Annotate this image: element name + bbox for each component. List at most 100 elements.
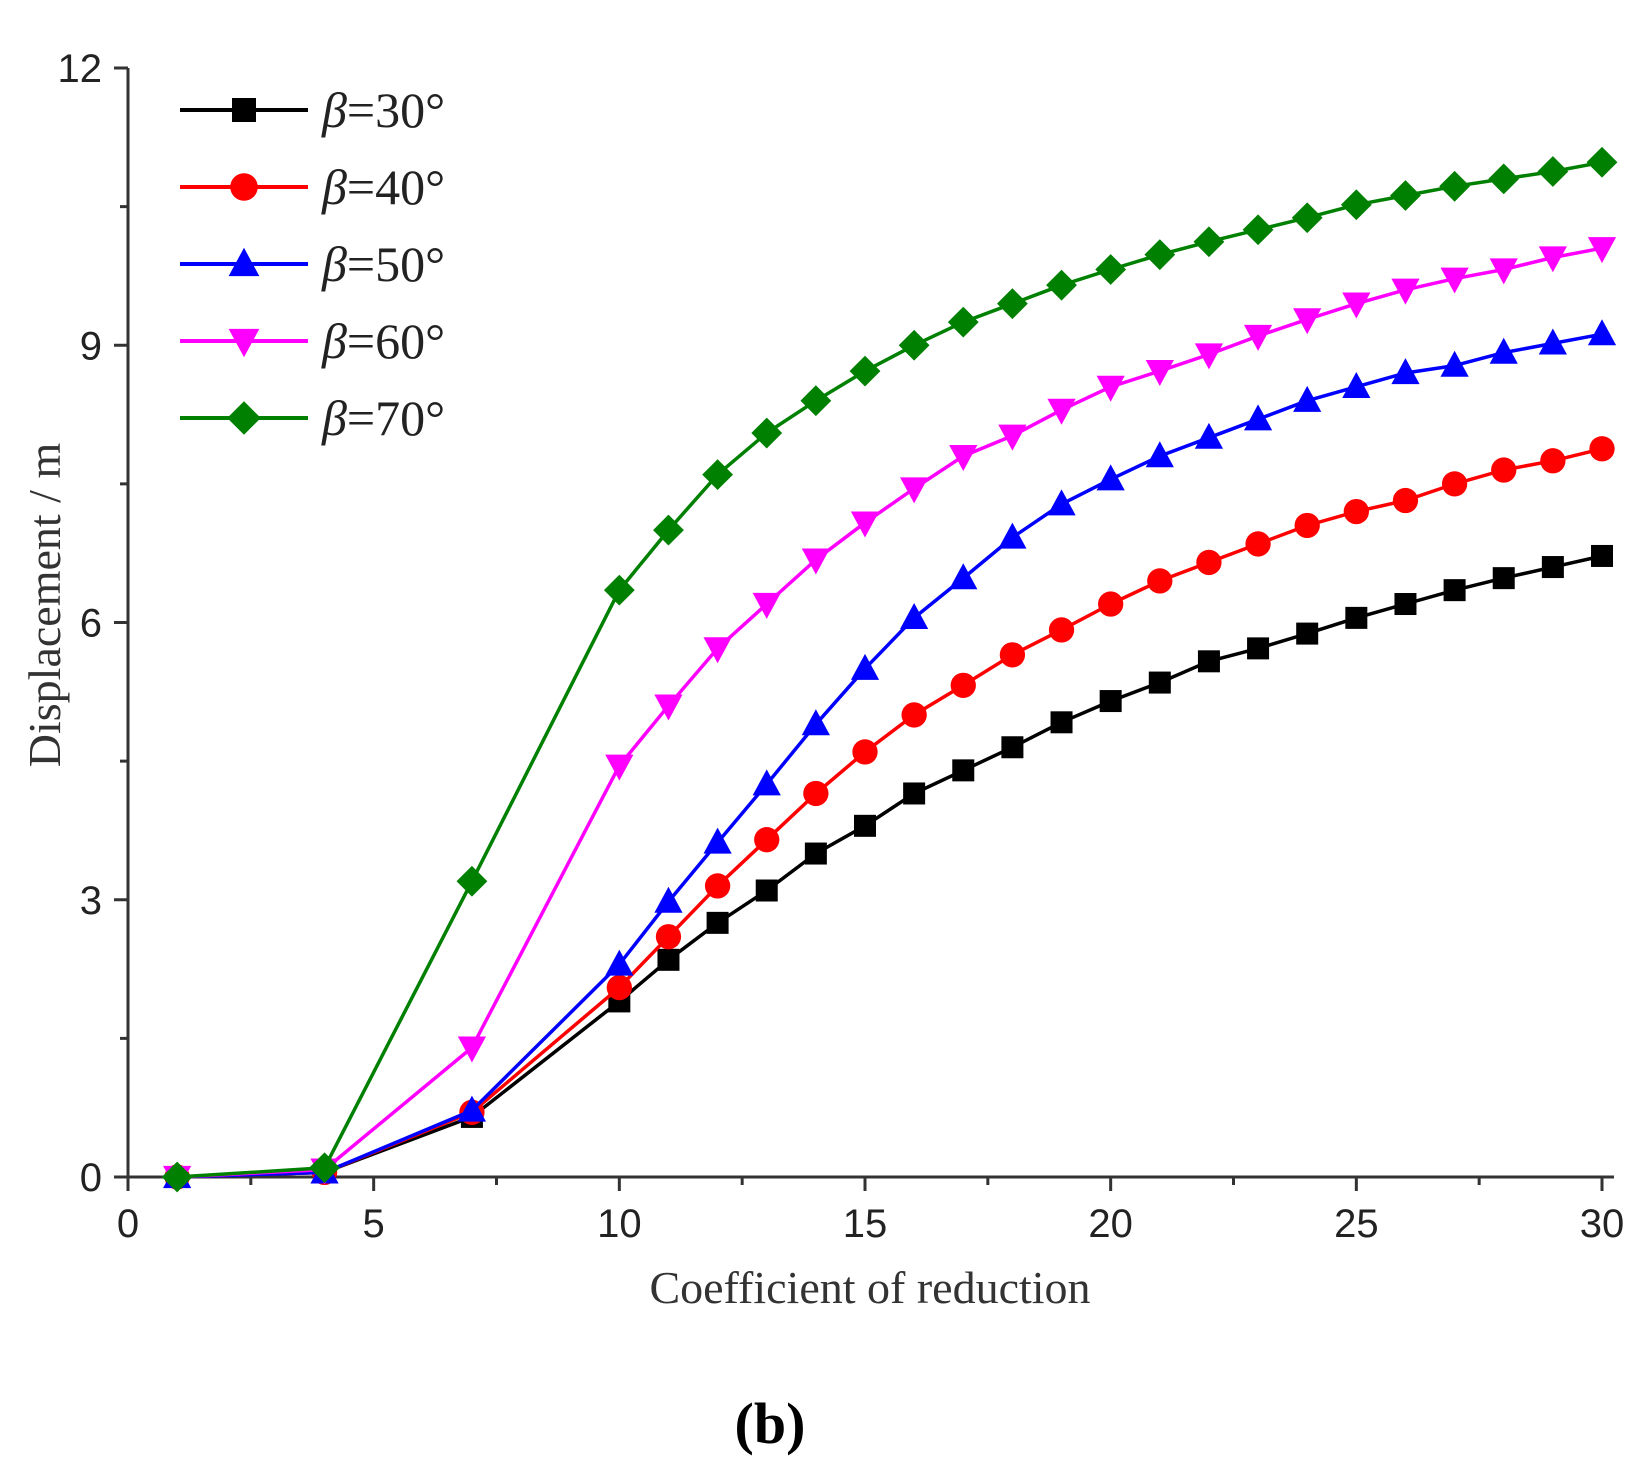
data-point bbox=[801, 548, 830, 575]
data-point bbox=[1342, 292, 1371, 319]
data-point bbox=[1391, 278, 1420, 305]
data-point bbox=[1587, 319, 1617, 346]
y-tick-label: 0 bbox=[80, 1156, 102, 1200]
data-point bbox=[754, 827, 780, 853]
x-tick-label: 10 bbox=[597, 1202, 642, 1246]
data-point bbox=[1591, 544, 1613, 567]
panel-label: (b) bbox=[735, 1391, 806, 1456]
x-tick-label: 15 bbox=[843, 1202, 888, 1246]
data-point bbox=[852, 739, 878, 765]
x-tick-label: 25 bbox=[1334, 1202, 1379, 1246]
data-point bbox=[161, 1161, 193, 1193]
legend-label: β=50° bbox=[321, 236, 445, 292]
data-point bbox=[854, 814, 876, 837]
legend-value: =30° bbox=[347, 82, 445, 138]
data-point bbox=[949, 445, 978, 471]
data-point bbox=[1394, 593, 1417, 616]
series-line bbox=[177, 447, 1603, 1179]
data-point bbox=[1440, 350, 1469, 377]
data-point bbox=[654, 694, 683, 721]
data-point bbox=[1342, 371, 1371, 398]
data-point bbox=[1440, 267, 1469, 294]
data-point bbox=[998, 522, 1027, 549]
series-triangle-down bbox=[163, 237, 1617, 1192]
legend-value: =70° bbox=[347, 390, 445, 446]
data-point bbox=[804, 842, 827, 865]
data-point bbox=[1294, 512, 1320, 539]
data-point bbox=[1194, 422, 1224, 449]
data-point bbox=[1047, 489, 1076, 516]
data-point bbox=[1147, 568, 1173, 594]
legend-marker bbox=[228, 328, 260, 358]
axes: 0 5 10 15 20 25 30 0 3 6 9 12 bbox=[58, 47, 1625, 1246]
data-point bbox=[1001, 736, 1024, 759]
legend-item: β=30° bbox=[180, 82, 445, 138]
data-point bbox=[1145, 441, 1174, 468]
data-point bbox=[1293, 308, 1322, 335]
data-point bbox=[1392, 487, 1419, 514]
legend-symbol: β bbox=[321, 82, 347, 138]
legend-value: =50° bbox=[347, 236, 445, 292]
data-point bbox=[900, 477, 929, 504]
legend-value: =60° bbox=[347, 313, 445, 369]
data-point bbox=[752, 592, 781, 619]
series-square bbox=[166, 544, 1613, 1188]
data-point bbox=[605, 949, 634, 976]
data-point bbox=[1540, 448, 1566, 474]
data-point bbox=[1293, 385, 1322, 412]
data-point bbox=[606, 974, 632, 1001]
data-point bbox=[1243, 404, 1273, 431]
data-point bbox=[1194, 343, 1224, 370]
data-point bbox=[1196, 549, 1222, 576]
data-point bbox=[850, 511, 880, 538]
data-point bbox=[1245, 531, 1271, 557]
data-point bbox=[801, 709, 830, 736]
data-point bbox=[1242, 214, 1274, 246]
data-point bbox=[1148, 671, 1171, 694]
data-point bbox=[1586, 146, 1618, 178]
data-point bbox=[1099, 690, 1122, 713]
data-point bbox=[1197, 650, 1220, 673]
x-tick-label: 5 bbox=[363, 1202, 385, 1246]
data-point bbox=[1247, 637, 1270, 660]
legend-marker bbox=[227, 401, 261, 435]
data-point bbox=[1095, 254, 1127, 285]
data-point bbox=[1050, 711, 1073, 734]
data-point bbox=[1538, 246, 1567, 273]
data-point bbox=[903, 782, 926, 805]
data-point bbox=[1296, 622, 1319, 645]
legend-value: =40° bbox=[347, 159, 445, 215]
legend-marker bbox=[232, 98, 256, 122]
data-point bbox=[457, 1095, 487, 1122]
legend-symbol: β bbox=[321, 390, 347, 446]
data-point bbox=[703, 827, 732, 854]
data-point bbox=[1390, 180, 1421, 211]
legend-symbol: β bbox=[321, 236, 347, 292]
data-point bbox=[997, 288, 1028, 320]
data-point bbox=[1144, 239, 1176, 271]
data-point bbox=[1047, 398, 1076, 425]
y-axis-title: Displacement / m bbox=[19, 443, 70, 768]
data-point bbox=[1096, 464, 1125, 491]
data-point bbox=[950, 672, 976, 698]
x-tick-label: 30 bbox=[1580, 1202, 1625, 1246]
legend: β=30°β=40°β=50°β=60°β=70° bbox=[180, 82, 445, 446]
series-triangle-up bbox=[163, 319, 1617, 1189]
data-point bbox=[755, 879, 778, 902]
data-point bbox=[1098, 591, 1124, 617]
data-point bbox=[952, 759, 975, 782]
x-tick-label: 0 bbox=[117, 1202, 139, 1246]
data-point bbox=[998, 424, 1027, 451]
data-point bbox=[456, 865, 488, 897]
data-point bbox=[901, 702, 927, 728]
legend-label: β=30° bbox=[321, 82, 445, 138]
data-point bbox=[949, 563, 978, 590]
y-tick-label: 6 bbox=[80, 602, 102, 646]
data-point bbox=[1391, 358, 1420, 385]
legend-symbol: β bbox=[321, 159, 347, 215]
data-point bbox=[1537, 156, 1569, 187]
data-point bbox=[849, 355, 881, 387]
data-point bbox=[703, 637, 732, 664]
data-point bbox=[1145, 359, 1174, 386]
legend-item: β=50° bbox=[180, 236, 445, 292]
